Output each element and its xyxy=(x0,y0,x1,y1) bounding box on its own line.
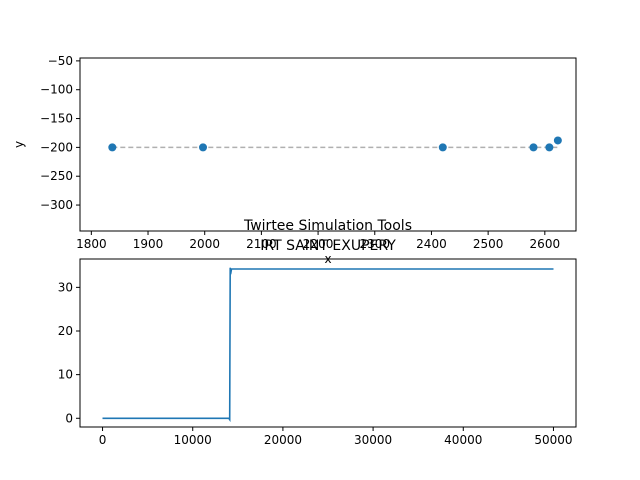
top-y-tick-label: −100 xyxy=(40,83,73,97)
bottom-series-line xyxy=(102,267,554,423)
top-data-point xyxy=(108,143,117,152)
top-scatter-chart: 1800 1900 2000 2100 2200 2300 2400 2500 2600 −50 −… xyxy=(40,54,577,251)
top-x-tick-label: 2000 xyxy=(189,237,220,251)
top-data-point xyxy=(199,143,208,152)
top-x-tick-label: 2400 xyxy=(416,237,447,251)
bottom-x-tick-label: 50000 xyxy=(534,433,572,447)
top-x-tick-label: 2600 xyxy=(530,237,561,251)
top-x-tick-label: 2500 xyxy=(473,237,504,251)
top-data-point xyxy=(529,143,538,152)
top-chart-x-axis-label: x xyxy=(324,252,331,266)
top-y-tick-label: −200 xyxy=(40,140,73,154)
top-x-tick-label: 1900 xyxy=(133,237,164,251)
bottom-x-tick-label: 10000 xyxy=(174,433,212,447)
top-x-tick-label: 2100 xyxy=(246,237,277,251)
bottom-y-tick-label: 0 xyxy=(65,411,73,425)
bottom-chart-subtitle: IRT SAINT EXUPERY xyxy=(260,238,396,254)
bottom-line-chart: 0 10000 20000 30000 40000 50000 0 10 20 30 xyxy=(58,258,577,447)
top-y-tick-label: −250 xyxy=(40,169,73,183)
bottom-y-tick-label: 20 xyxy=(58,324,73,338)
bottom-x-tick-label: 20000 xyxy=(264,433,302,447)
bottom-plot-frame xyxy=(79,258,577,428)
top-chart-y-axis-label: y xyxy=(12,141,26,148)
bottom-chart-title: Twirtee Simulation Tools xyxy=(243,218,412,234)
top-data-point xyxy=(545,143,554,152)
top-y-tick-label: −150 xyxy=(40,112,73,126)
bottom-y-tick-label: 30 xyxy=(58,280,73,294)
bottom-x-tick-label: 30000 xyxy=(354,433,392,447)
top-data-point xyxy=(438,143,447,152)
top-data-point xyxy=(553,136,562,145)
top-x-tick-label: 1800 xyxy=(76,237,107,251)
top-y-tick-label: −300 xyxy=(40,198,73,212)
top-plot-frame xyxy=(79,57,577,232)
top-y-tick-label: −50 xyxy=(48,54,73,68)
bottom-y-tick-label: 10 xyxy=(58,368,73,382)
top-x-tick-label: 2300 xyxy=(359,237,390,251)
bottom-x-tick-label: 0 xyxy=(99,433,107,447)
top-x-tick-label: 2200 xyxy=(303,237,334,251)
bottom-x-tick-label: 40000 xyxy=(444,433,482,447)
